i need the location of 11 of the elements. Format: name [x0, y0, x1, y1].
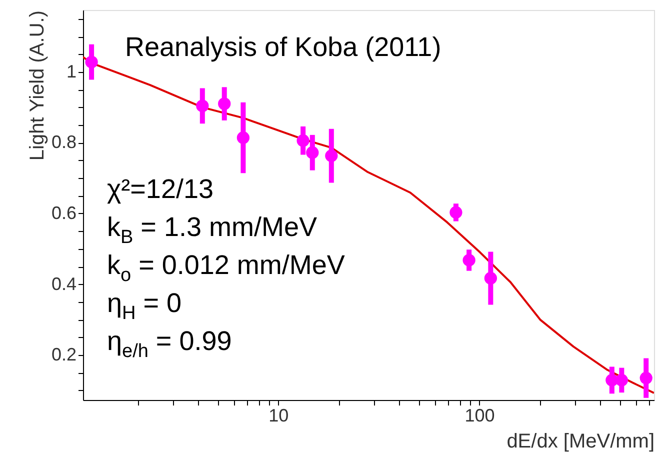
y-tick-label: 0.8: [51, 132, 76, 152]
x-tick-label: 10: [268, 406, 289, 426]
y-tick-label: 1: [66, 61, 76, 82]
y-axis-title: Light Yield (A.U.): [26, 10, 48, 161]
annotation: χ²=12/13: [107, 174, 214, 204]
y-tick-label: 0.6: [51, 202, 76, 223]
x-axis-title: dE/dx [MeV/mm]: [506, 430, 654, 452]
x-tick-label: 100: [464, 406, 495, 426]
y-tick-label: 0.2: [51, 344, 76, 365]
annotation: Reanalysis of Koba (2011): [125, 32, 442, 62]
y-tick-label: 0.4: [51, 274, 76, 294]
